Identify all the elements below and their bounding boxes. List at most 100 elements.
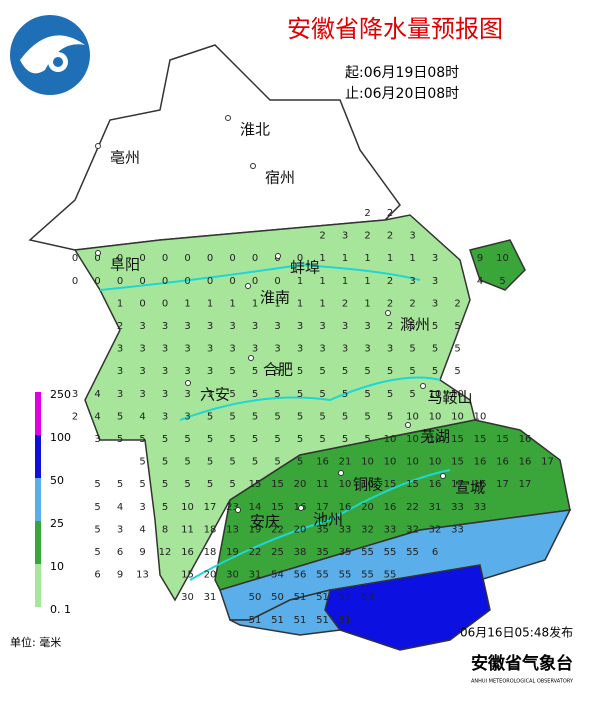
grid-value: 31: [429, 502, 442, 513]
city-dot: [95, 143, 101, 149]
grid-value: 15: [271, 479, 284, 490]
grid-value: 0: [94, 253, 100, 264]
grid-value: 10: [429, 389, 442, 400]
grid-value: 9: [139, 547, 145, 558]
grid-value: 3: [364, 321, 370, 332]
grid-value: 10: [384, 457, 397, 468]
grid-value: 0: [252, 276, 258, 287]
grid-value: 2: [364, 231, 370, 242]
grid-value: 4: [117, 502, 123, 513]
grid-value: 5: [297, 434, 303, 445]
grid-value: 15: [496, 434, 509, 445]
grid-value: 55: [384, 570, 397, 581]
grid-value: 1: [319, 298, 325, 309]
grid-value: 10: [451, 389, 464, 400]
grid-value: 3: [184, 411, 190, 422]
grid-value: 33: [384, 524, 397, 535]
title: 安徽省降水量预报图: [287, 15, 503, 43]
grid-value: 2: [409, 298, 415, 309]
grid-value: 3: [297, 321, 303, 332]
legend-label: 0. 1: [50, 603, 71, 616]
grid-value: 5: [454, 366, 460, 377]
grid-value: 1: [274, 298, 280, 309]
grid-value: 56: [294, 570, 307, 581]
grid-value: 55: [339, 570, 352, 581]
grid-value: 4: [94, 389, 100, 400]
grid-value: 22: [249, 547, 262, 558]
grid-value: 0: [139, 298, 145, 309]
grid-value: 12: [159, 547, 172, 558]
grid-value: 5: [454, 321, 460, 332]
grid-value: 10: [406, 411, 419, 422]
grid-value: 16: [496, 457, 509, 468]
grid-value: 9: [117, 570, 123, 581]
grid-value: 16: [339, 502, 352, 513]
grid-value: 5: [274, 389, 280, 400]
province: [28, 44, 572, 651]
grid-value: 32: [406, 524, 419, 535]
grid-value: 0: [139, 253, 145, 264]
grid-value: 8: [162, 524, 168, 535]
city-dot: [405, 422, 411, 428]
city-label: 蚌埠: [290, 259, 320, 277]
grid-value: 5: [117, 479, 123, 490]
city-dot: [225, 115, 231, 121]
grid-value: 10: [429, 411, 442, 422]
grid-value: 5: [364, 434, 370, 445]
grid-value: 1: [342, 253, 348, 264]
grid-value: 10: [384, 434, 397, 445]
city-label: 池州: [313, 511, 343, 529]
grid-value: 1: [184, 298, 190, 309]
grid-value: 10: [339, 479, 352, 490]
city-label: 阜阳: [110, 256, 140, 274]
grid-value: 5: [297, 366, 303, 377]
grid-value: 16: [474, 457, 487, 468]
city-label: 宿州: [265, 169, 295, 187]
grid-value: 0: [117, 276, 123, 287]
grid-value: 2: [342, 298, 348, 309]
grid-value: 17: [496, 479, 509, 490]
city-label: 马鞍山: [427, 389, 472, 407]
grid-value: 23: [226, 502, 239, 513]
grid-value: 22: [271, 524, 284, 535]
city-label: 芜湖: [420, 428, 450, 446]
grid-value: 5: [499, 276, 505, 287]
grid-value: 22: [406, 502, 419, 513]
city-dot: [95, 250, 101, 256]
grid-value: 5: [252, 434, 258, 445]
grid-value: 0: [229, 276, 235, 287]
city-dot: [185, 380, 191, 386]
grid-value: 1: [409, 253, 415, 264]
grid-value: 30: [226, 570, 239, 581]
grid-value: 5: [387, 366, 393, 377]
grid-value: 5: [162, 479, 168, 490]
grid-value: 2: [387, 298, 393, 309]
grid-value: 3: [162, 411, 168, 422]
end-time: 止:06月20日08时: [345, 86, 459, 102]
grid-value: 3: [184, 366, 190, 377]
grid-value: 51: [271, 615, 284, 626]
city-label: 宣城: [455, 479, 485, 497]
city-label: 淮南: [260, 289, 290, 307]
grid-value: 10: [451, 411, 464, 422]
grid-value: 3: [162, 344, 168, 355]
grid-value: 17: [451, 479, 464, 490]
grid-value: 55: [316, 570, 329, 581]
grid-value: 20: [294, 524, 307, 535]
city-dot: [245, 283, 251, 289]
grid-value: 13: [226, 524, 239, 535]
grid-value: 2: [387, 208, 393, 219]
grid-value: 3: [432, 253, 438, 264]
grid-value: 16: [519, 434, 532, 445]
grid-value: 51: [316, 592, 329, 603]
grid-value: 35: [316, 547, 329, 558]
grid-value: 2: [72, 411, 78, 422]
grid-value: 2: [454, 298, 460, 309]
grid-value: 51: [249, 615, 262, 626]
grid-value: 5: [432, 344, 438, 355]
grid-value: 3: [162, 366, 168, 377]
grid-value: 51: [294, 615, 307, 626]
grid-value: 5: [94, 524, 100, 535]
grid-value: 3: [184, 344, 190, 355]
grid-value: 5: [342, 411, 348, 422]
